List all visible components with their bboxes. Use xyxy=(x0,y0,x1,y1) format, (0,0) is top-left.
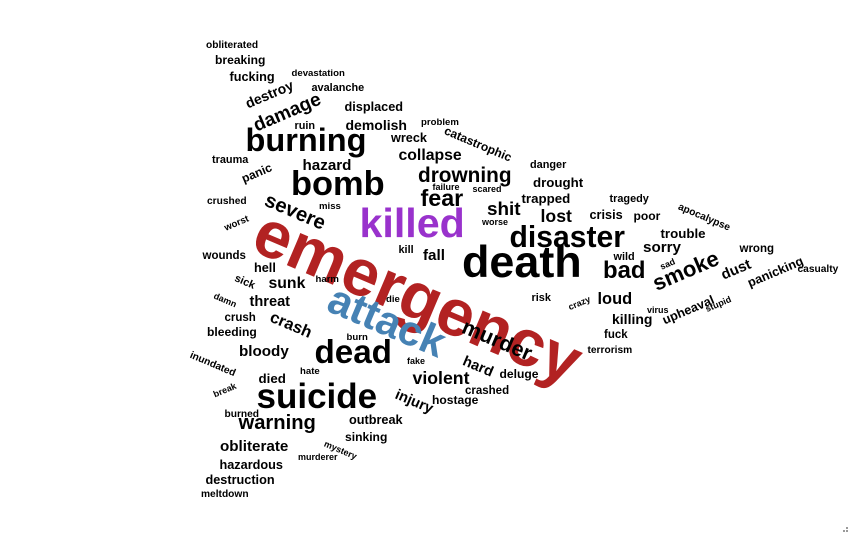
word-worst: worst xyxy=(222,213,251,234)
word-loud: loud xyxy=(597,290,633,308)
word-trouble: trouble xyxy=(660,225,706,241)
word-scared: scared xyxy=(472,183,502,194)
word-hazard: hazard xyxy=(302,156,352,174)
word-crash: crash xyxy=(267,308,315,342)
word-lost: lost xyxy=(540,206,572,226)
word-worse: worse xyxy=(482,216,509,227)
word-bad: bad xyxy=(603,257,646,284)
word-suicide: suicide xyxy=(256,376,378,416)
word-hostage: hostage xyxy=(432,393,479,407)
word-burning: burning xyxy=(245,121,367,158)
word-killing: killing xyxy=(612,311,653,327)
word-drought: drought xyxy=(533,174,584,190)
word-outbreak: outbreak xyxy=(349,412,403,427)
resize-grip-icon[interactable] xyxy=(840,524,848,532)
word-avalanche: avalanche xyxy=(311,81,365,94)
word-obliterated: obliterated xyxy=(206,40,259,51)
word-trauma: trauma xyxy=(212,153,249,166)
word-sorry: sorry xyxy=(643,238,681,256)
word-disaster: disaster xyxy=(509,221,625,254)
word-damn: damn xyxy=(212,290,239,309)
word-murderer: murderer xyxy=(298,451,338,462)
word-crush: crush xyxy=(224,312,256,324)
word-break: break xyxy=(211,380,238,399)
word-drowning: drowning xyxy=(418,163,512,187)
word-devastation: devastation xyxy=(291,68,345,79)
word-obliterate: obliterate xyxy=(220,437,289,455)
word-kill: kill xyxy=(398,243,414,256)
word-death: death xyxy=(462,235,582,287)
word-wrong: wrong xyxy=(739,243,775,255)
word-threat: threat xyxy=(249,293,291,310)
word-die: die xyxy=(386,294,400,305)
word-fuck: fuck xyxy=(604,329,628,341)
word-wreck: wreck xyxy=(391,130,427,145)
word-destruction: destruction xyxy=(205,472,275,487)
word-meltdown: meltdown xyxy=(201,489,249,500)
word-miss: miss xyxy=(319,201,341,212)
word-bomb: bomb xyxy=(291,165,385,203)
word-crazy: crazy xyxy=(566,293,592,312)
word-crushed: crushed xyxy=(207,196,247,207)
word-warning: warning xyxy=(238,412,316,434)
word-hate: hate xyxy=(300,366,320,377)
word-sinking: sinking xyxy=(345,430,388,444)
word-dead: dead xyxy=(314,333,392,371)
word-danger: danger xyxy=(530,158,567,171)
word-fall: fall xyxy=(423,246,445,264)
word-problem: problem xyxy=(421,117,459,128)
word-breaking: breaking xyxy=(215,53,266,67)
word-burn: burn xyxy=(346,332,368,343)
word-crashed: crashed xyxy=(465,385,510,397)
word-inundated: inundated xyxy=(187,349,237,380)
word-wounds: wounds xyxy=(202,250,246,262)
word-fear: fear xyxy=(420,184,464,211)
word-virus: virus xyxy=(647,304,669,315)
word-failure: failure xyxy=(432,181,460,192)
word-crisis: crisis xyxy=(589,207,623,222)
word-violent: violent xyxy=(412,368,470,388)
word-hell: hell xyxy=(254,260,276,275)
word-bleeding: bleeding xyxy=(207,325,257,339)
word-fake: fake xyxy=(407,355,426,366)
word-died: died xyxy=(258,370,286,386)
word-harm: harm xyxy=(315,274,339,285)
word-risk: risk xyxy=(531,291,551,304)
word-bloody: bloody xyxy=(239,342,289,360)
word-terrorism: terrorism xyxy=(587,345,633,356)
word-tragedy: tragedy xyxy=(609,192,649,205)
word-demolish: demolish xyxy=(345,117,407,133)
word-killed: killed xyxy=(359,199,465,246)
word-sick: sick xyxy=(232,271,257,292)
word-burned: burned xyxy=(224,409,260,420)
word-displaced: displaced xyxy=(344,99,404,114)
word-casualty: casualty xyxy=(797,264,839,275)
word-sunk: sunk xyxy=(268,275,306,292)
word-collapse: collapse xyxy=(398,147,462,164)
word-ruin: ruin xyxy=(294,119,316,132)
word-hazardous: hazardous xyxy=(219,457,283,472)
word-panicking: panicking xyxy=(744,253,805,290)
word-deluge: deluge xyxy=(499,367,539,381)
word-poor: poor xyxy=(633,209,661,223)
word-fucking: fucking xyxy=(229,69,275,84)
word-trapped: trapped xyxy=(521,190,571,206)
word-shit: shit xyxy=(487,198,521,220)
word-wild: wild xyxy=(613,250,635,263)
